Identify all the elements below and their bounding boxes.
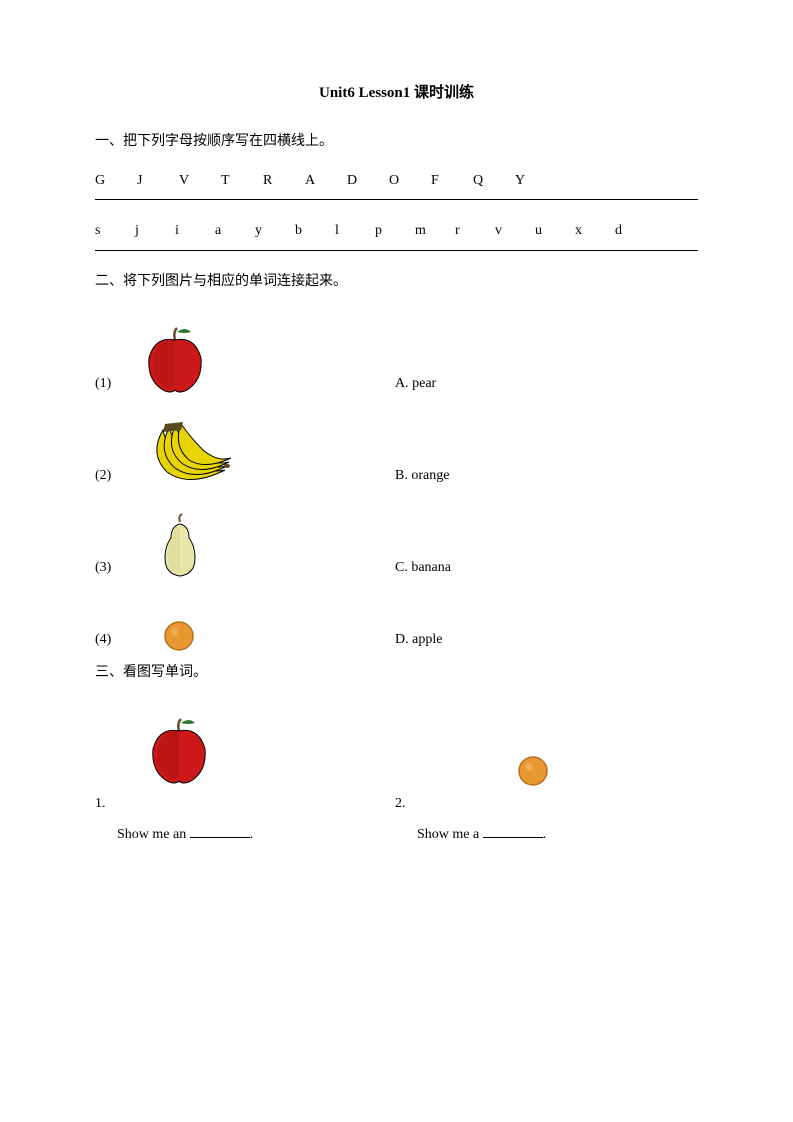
letter: v: [495, 218, 535, 243]
match-item: (4) D. apple: [95, 584, 698, 654]
letter: D: [347, 168, 389, 193]
letter: r: [455, 218, 495, 243]
banana-icon: [135, 400, 245, 490]
match-option: D. apple: [395, 627, 442, 654]
letter: x: [575, 218, 615, 243]
match-option: B. orange: [395, 463, 449, 490]
letter: a: [215, 218, 255, 243]
lowercase-letters-row: s j i a y b l p m r v u x d: [95, 218, 698, 243]
fill-sentence: Show me an .: [95, 822, 395, 847]
orange-icon: [395, 699, 695, 789]
apple-icon: [95, 699, 395, 789]
section3-item: 2. Show me a .: [395, 699, 695, 847]
match-number: (2): [95, 463, 135, 490]
blank-line: [190, 824, 250, 838]
letter: Y: [515, 168, 557, 193]
apple-icon: [135, 308, 215, 398]
letter: G: [95, 168, 137, 193]
letter: y: [255, 218, 295, 243]
letter: u: [535, 218, 575, 243]
match-item: (1) A. pear: [95, 308, 698, 398]
fill-sentence: Show me a .: [395, 822, 695, 847]
letter: O: [389, 168, 431, 193]
letter: R: [263, 168, 305, 193]
sentence-prefix: Show me an: [117, 827, 190, 842]
match-option: C. banana: [395, 555, 451, 582]
writing-line: [95, 199, 698, 200]
letter: d: [615, 218, 655, 243]
letter: j: [135, 218, 175, 243]
letter: m: [415, 218, 455, 243]
sentence-suffix: .: [543, 827, 547, 842]
match-item: (2) B. orange: [95, 400, 698, 490]
match-number: (4): [95, 627, 135, 654]
letter: l: [335, 218, 375, 243]
section3-item: 1. Show me an .: [95, 699, 395, 847]
match-option: A. pear: [395, 371, 436, 398]
match-number: (3): [95, 555, 135, 582]
letter: s: [95, 218, 135, 243]
letter: p: [375, 218, 415, 243]
blank-line: [483, 824, 543, 838]
section2-heading: 二、将下列图片与相应的单词连接起来。: [95, 269, 698, 294]
sentence-prefix: Show me a: [417, 827, 483, 842]
section3-heading: 三、看图写单词。: [95, 660, 698, 685]
letter: Q: [473, 168, 515, 193]
letter: A: [305, 168, 347, 193]
letter: T: [221, 168, 263, 193]
section3-row: 1. Show me an . 2. Show me a .: [95, 699, 698, 847]
orange-icon: [135, 584, 197, 654]
uppercase-letters-row: G J V T R A D O F Q Y: [95, 168, 698, 193]
letter: J: [137, 168, 179, 193]
section1-heading: 一、把下列字母按顺序写在四横线上。: [95, 129, 698, 154]
match-number: (1): [95, 371, 135, 398]
sentence-suffix: .: [250, 827, 254, 842]
page-title: Unit6 Lesson1 课时训练: [95, 80, 698, 107]
letter: b: [295, 218, 335, 243]
letter: V: [179, 168, 221, 193]
pear-icon: [135, 492, 205, 582]
question-number: 1.: [95, 791, 395, 816]
letter: F: [431, 168, 473, 193]
match-item: (3) C. banana: [95, 492, 698, 582]
letter: i: [175, 218, 215, 243]
writing-line: [95, 250, 698, 251]
question-number: 2.: [395, 791, 695, 816]
